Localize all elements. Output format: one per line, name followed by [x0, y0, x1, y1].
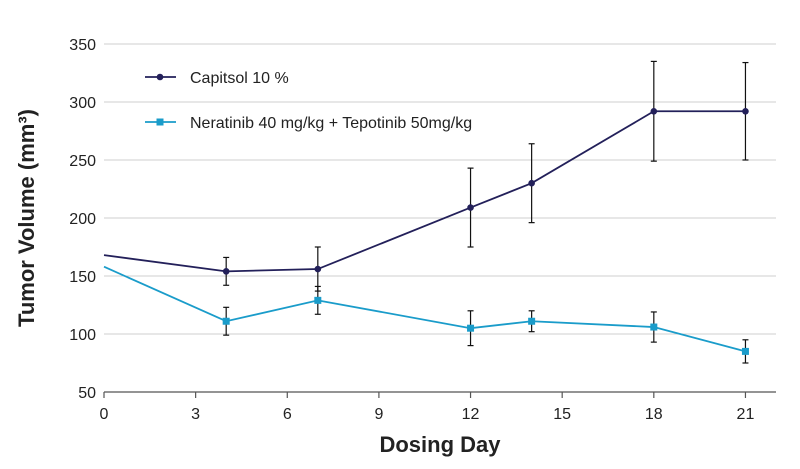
series-line [103, 110, 746, 273]
data-point [222, 268, 230, 275]
legend-item: Neratinib 40 mg/kg + Tepotinib 50mg/kg [145, 115, 472, 132]
y-tick-label: 350 [69, 37, 96, 54]
series-2 [103, 265, 749, 364]
data-point [650, 107, 658, 115]
data-point [650, 323, 658, 331]
series-line [103, 265, 746, 353]
x-tick-label: 15 [553, 406, 571, 423]
data-point [467, 324, 475, 332]
data-point [314, 265, 322, 273]
data-series [103, 60, 749, 364]
axes: 50 100 150 200 250 300 350 0 3 6 9 12 15 18 21 [69, 37, 776, 423]
legend-marker [156, 73, 164, 81]
x-tick-label: 3 [191, 406, 200, 423]
x-axis-title: Dosing Day [379, 432, 501, 457]
x-tick-label: 12 [462, 406, 480, 423]
y-tick-label: 250 [69, 153, 96, 170]
y-tick-label: 300 [69, 95, 96, 112]
data-point [742, 107, 749, 115]
y-tick-label: 150 [69, 269, 96, 286]
data-point [467, 204, 474, 211]
data-point [528, 317, 536, 325]
data-point [528, 179, 535, 187]
y-axis-title: Tumor Volume (mm³) [14, 109, 39, 327]
data-point [741, 347, 749, 355]
y-tick-label: 100 [69, 327, 96, 344]
legend-marker [156, 118, 164, 126]
legend-label: Neratinib 40 mg/kg + Tepotinib 50mg/kg [190, 115, 472, 132]
data-point [222, 317, 230, 325]
legend-item: Capitsol 10 % [145, 70, 289, 87]
legend-label: Capitsol 10 % [190, 70, 289, 87]
y-tick-label: 50 [78, 385, 96, 402]
x-tick-label: 9 [374, 406, 383, 423]
legend: Capitsol 10 % Neratinib 40 mg/kg + Tepoti… [145, 70, 472, 132]
series-1 [103, 60, 749, 292]
x-tick-label: 6 [283, 406, 292, 423]
y-tick-label: 200 [69, 211, 96, 228]
data-point [314, 296, 322, 304]
x-tick-label: 21 [737, 406, 755, 423]
x-tick-label: 18 [645, 406, 663, 423]
x-tick-label: 0 [100, 406, 109, 423]
gridlines [104, 43, 776, 393]
